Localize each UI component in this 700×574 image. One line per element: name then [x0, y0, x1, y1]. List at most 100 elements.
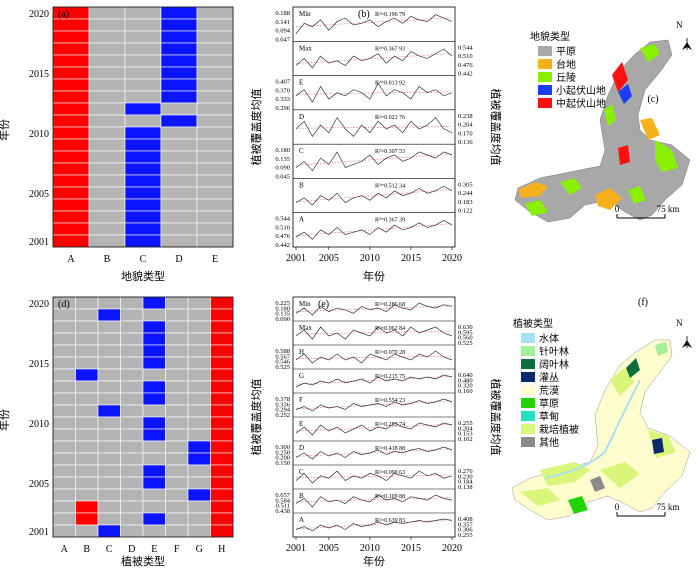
y-tick-label: 0.183 [458, 199, 473, 206]
heatmap-cell [160, 30, 198, 44]
heatmap-cell [160, 102, 198, 116]
y-tick-label: 0.306 [458, 527, 473, 534]
heatmap-cell [88, 90, 126, 104]
heatmap-cell [210, 320, 234, 334]
r-squared-label: R²=0.253 74 [375, 422, 405, 428]
heatmap-cell [142, 416, 166, 430]
series-name: B [299, 181, 304, 189]
trend-line [295, 330, 453, 335]
heatmap-cell [88, 198, 126, 212]
heatmap-cell [97, 404, 121, 418]
heatmap-cell [142, 344, 166, 358]
heatmap-cell [120, 488, 144, 502]
heatmap-cell [160, 78, 198, 92]
heatmap-cell [97, 332, 121, 346]
x-tick-label: 2010 [360, 543, 380, 554]
heatmap-cell [165, 404, 189, 418]
heatmap-cell [187, 368, 211, 382]
heatmap-cell [52, 512, 76, 526]
heatmap-cell [120, 500, 144, 514]
x-tick-label: 2001 [286, 253, 306, 264]
heatmap-cell [210, 332, 234, 346]
y-tick-label: 0.511 [276, 503, 290, 510]
series-line [295, 82, 453, 103]
y-tick-label: 0.090 [275, 316, 290, 323]
y-tick-label: 0.630 [458, 324, 473, 331]
y-tick-label: 0.160 [458, 388, 473, 395]
heatmap-cell [210, 416, 234, 430]
heatmap-cell [142, 464, 166, 478]
heatmap-cell [210, 308, 234, 322]
heatmap-cell [196, 102, 234, 116]
heatmap-cell [196, 126, 234, 140]
heatmap-cell [142, 512, 166, 526]
heatmap-cell [142, 296, 166, 310]
y-tick-label: 2001 [29, 527, 49, 538]
y-tick-label: 0.252 [275, 412, 290, 419]
trend-line [295, 188, 453, 203]
heatmap-cell [88, 138, 126, 152]
series-name: C [299, 468, 304, 476]
legend-swatch [521, 385, 535, 395]
y-tick-label: 0.525 [458, 340, 473, 347]
y-tick-label: 0.153 [458, 431, 473, 438]
heatmap-cell [124, 18, 162, 32]
heatmap-cell [75, 512, 99, 526]
y-tick-label: 0.204 [458, 122, 473, 129]
x-tick-label: E [212, 254, 218, 265]
series-name: Max [299, 44, 312, 52]
panel-f-north-arrow: N [676, 318, 692, 348]
heatmap-cell [196, 42, 234, 56]
y-tick-label: 0.305 [458, 181, 473, 188]
series-line [295, 14, 453, 34]
heatmap-cell [52, 392, 76, 406]
heatmap-cell [196, 162, 234, 176]
heatmap-cell [142, 332, 166, 346]
heatmap-cell [187, 356, 211, 370]
heatmap-cell [52, 404, 76, 418]
r-squared-label: R²=0.367 39 [375, 218, 405, 224]
heatmap-cell [124, 30, 162, 44]
series-line [295, 494, 453, 508]
series-line [295, 219, 453, 240]
heatmap-cell [160, 138, 198, 152]
trend-line [295, 448, 453, 457]
heatmap-cell [160, 6, 198, 20]
scale-distance: 75 km [657, 502, 680, 512]
series-name: F [299, 396, 303, 404]
x-tick-label: 2001 [286, 543, 306, 554]
y-tick-label: 0.525 [275, 364, 290, 371]
y-tick-label: 0.438 [275, 508, 290, 515]
x-tick-label: A [67, 254, 75, 265]
heatmap-cell [210, 344, 234, 358]
x-tick-label: A [61, 544, 69, 555]
r-squared-label: R²=0.021 76 [375, 115, 405, 121]
heatmap-cell [75, 332, 99, 346]
heatmap-cell [120, 344, 144, 358]
y-tick-label: 0.250 [275, 449, 290, 456]
heatmap-cell [165, 296, 189, 310]
y-tick-label: 0.255 [458, 420, 473, 427]
heatmap-cell [187, 524, 211, 538]
panel-e-ylabel-right: 植被覆盖度均值 [489, 379, 503, 456]
y-tick-label: 0.188 [275, 10, 290, 17]
trend-line [295, 400, 453, 410]
heatmap-cell [142, 380, 166, 394]
scale-distance: 75 km [657, 204, 680, 214]
heatmap-cell [187, 344, 211, 358]
trend-line [295, 474, 453, 479]
heatmap-cell [88, 54, 126, 68]
heatmap-cell [210, 500, 234, 514]
y-tick-label: 2001 [29, 237, 49, 248]
legend-label: 阔叶林 [539, 358, 569, 371]
heatmap-cell [165, 476, 189, 490]
heatmap-cell [165, 320, 189, 334]
heatmap-cell [196, 234, 234, 248]
heatmap-cell [187, 308, 211, 322]
heatmap-cell [120, 428, 144, 442]
heatmap-cell [142, 356, 166, 370]
panel-c-map-shape [514, 39, 691, 223]
y-tick-label: 0.255 [458, 532, 473, 539]
heatmap-cell [97, 452, 121, 466]
heatmap-cell [97, 476, 121, 490]
